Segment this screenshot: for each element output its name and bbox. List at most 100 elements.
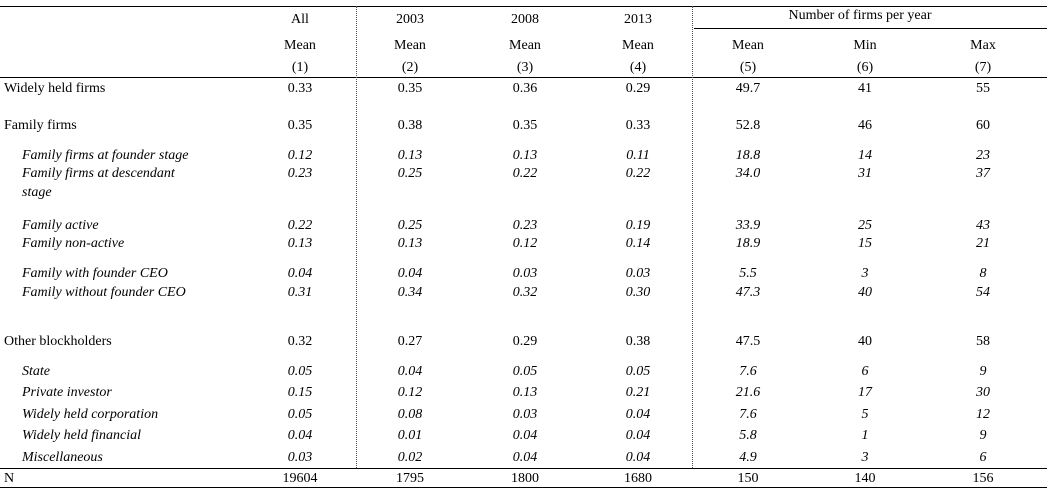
cell-col-2: 0.38 bbox=[397, 118, 423, 133]
cell-col-3: 0.04 bbox=[512, 428, 538, 443]
cell-col-2: 0.34 bbox=[397, 285, 423, 300]
group-underline bbox=[694, 28, 1047, 29]
cell-col-4: 0.29 bbox=[625, 81, 651, 96]
separator-col4 bbox=[692, 6, 693, 468]
cell-col-1: 0.35 bbox=[287, 118, 313, 133]
cell-col-5: 49.7 bbox=[735, 81, 761, 96]
cell-col-5: 5.8 bbox=[739, 428, 757, 443]
cell-col-1: 0.31 bbox=[287, 285, 313, 300]
cell-col-4: 1680 bbox=[624, 471, 652, 486]
header-num-5: (5) bbox=[739, 60, 757, 75]
cell-col-2: 0.27 bbox=[397, 334, 423, 349]
cell-col-1: 19604 bbox=[282, 471, 318, 486]
row-label: Family firms at descendant bbox=[22, 166, 175, 181]
cell-col-7: 60 bbox=[976, 118, 990, 133]
row-label: State bbox=[22, 364, 50, 379]
header-num-6: (6) bbox=[856, 60, 874, 75]
cell-col-7: 43 bbox=[976, 218, 990, 233]
cell-col-4: 0.30 bbox=[625, 285, 651, 300]
cell-col-2: 0.13 bbox=[397, 236, 423, 251]
row-label: Family active bbox=[22, 218, 99, 233]
cell-col-6: 31 bbox=[858, 166, 872, 181]
row-label: Other blockholders bbox=[4, 334, 112, 349]
cell-col-4: 0.33 bbox=[625, 118, 651, 133]
header-2008: 2008 bbox=[511, 12, 539, 27]
row-label: Private investor bbox=[22, 385, 112, 400]
row-label: Widely held financial bbox=[22, 428, 141, 443]
cell-col-1: 0.04 bbox=[287, 428, 313, 443]
cell-col-3: 0.03 bbox=[512, 407, 538, 422]
row-label: Family without founder CEO bbox=[22, 285, 186, 300]
cell-col-7: 54 bbox=[976, 285, 990, 300]
cell-col-5: 34.0 bbox=[735, 166, 761, 181]
cell-col-7: 156 bbox=[972, 471, 994, 486]
cell-col-5: 7.6 bbox=[739, 407, 757, 422]
row-label-continued: stage bbox=[22, 185, 52, 200]
row-label: N bbox=[4, 471, 15, 486]
cell-col-6: 3 bbox=[861, 266, 869, 281]
cell-col-5: 47.3 bbox=[735, 285, 761, 300]
cell-col-2: 0.25 bbox=[397, 218, 423, 233]
cell-col-2: 0.13 bbox=[397, 148, 423, 163]
cell-col-7: 21 bbox=[976, 236, 990, 251]
cell-col-6: 6 bbox=[861, 364, 869, 379]
top-rule bbox=[0, 6, 1047, 7]
bottom-rule bbox=[0, 487, 1047, 488]
cell-col-6: 41 bbox=[858, 81, 872, 96]
cell-col-7: 37 bbox=[976, 166, 990, 181]
row-label: Family firms bbox=[4, 118, 77, 133]
separator-col1 bbox=[356, 6, 357, 468]
header-bottom-rule bbox=[0, 77, 1047, 78]
cell-col-6: 5 bbox=[861, 407, 869, 422]
cell-col-2: 0.02 bbox=[397, 450, 423, 465]
header-num-4: (4) bbox=[629, 60, 647, 75]
cell-col-6: 1 bbox=[861, 428, 869, 443]
cell-col-5: 5.5 bbox=[739, 266, 757, 281]
cell-col-5: 7.6 bbox=[739, 364, 757, 379]
cell-col-5: 18.9 bbox=[735, 236, 761, 251]
cell-col-2: 0.08 bbox=[397, 407, 423, 422]
cell-col-2: 1795 bbox=[396, 471, 424, 486]
header-mean-2: Mean bbox=[394, 38, 426, 53]
header-num-3: (3) bbox=[516, 60, 534, 75]
cell-col-4: 0.04 bbox=[625, 407, 651, 422]
cell-col-2: 0.35 bbox=[397, 81, 423, 96]
cell-col-3: 0.35 bbox=[512, 118, 538, 133]
row-label: Family firms at founder stage bbox=[22, 148, 189, 163]
cell-col-5: 21.6 bbox=[735, 385, 761, 400]
cell-col-4: 0.04 bbox=[625, 450, 651, 465]
cell-col-5: 150 bbox=[737, 471, 759, 486]
cell-col-3: 0.36 bbox=[512, 81, 538, 96]
cell-col-7: 9 bbox=[979, 428, 987, 443]
cell-col-1: 0.04 bbox=[287, 266, 313, 281]
cell-col-3: 0.12 bbox=[512, 236, 538, 251]
cell-col-1: 0.05 bbox=[287, 364, 313, 379]
row-label: Miscellaneous bbox=[22, 450, 103, 465]
header-num-2: (2) bbox=[401, 60, 419, 75]
header-mean-5: Mean bbox=[732, 38, 764, 53]
header-2003: 2003 bbox=[396, 12, 424, 27]
header-group-number-of-firms: Number of firms per year bbox=[788, 8, 932, 23]
cell-col-1: 0.32 bbox=[287, 334, 313, 349]
cell-col-1: 0.15 bbox=[287, 385, 313, 400]
row-label: Family with founder CEO bbox=[22, 266, 168, 281]
cell-col-6: 17 bbox=[858, 385, 872, 400]
header-max: Max bbox=[970, 38, 996, 53]
cell-col-2: 0.04 bbox=[397, 364, 423, 379]
cell-col-5: 52.8 bbox=[735, 118, 761, 133]
cell-col-7: 23 bbox=[976, 148, 990, 163]
cell-col-1: 0.03 bbox=[287, 450, 313, 465]
cell-col-7: 12 bbox=[976, 407, 990, 422]
header-mean-3: Mean bbox=[509, 38, 541, 53]
table-header: All 2003 2008 2013 Number of firms per y… bbox=[0, 0, 1047, 100]
header-num-7: (7) bbox=[974, 60, 992, 75]
cell-col-6: 14 bbox=[858, 148, 872, 163]
cell-col-3: 1800 bbox=[511, 471, 539, 486]
cell-col-4: 0.14 bbox=[625, 236, 651, 251]
cell-col-2: 0.04 bbox=[397, 266, 423, 281]
cell-col-1: 0.12 bbox=[287, 148, 313, 163]
cell-col-4: 0.38 bbox=[625, 334, 651, 349]
cell-col-3: 0.22 bbox=[512, 166, 538, 181]
cell-col-7: 58 bbox=[976, 334, 990, 349]
cell-col-3: 0.32 bbox=[512, 285, 538, 300]
